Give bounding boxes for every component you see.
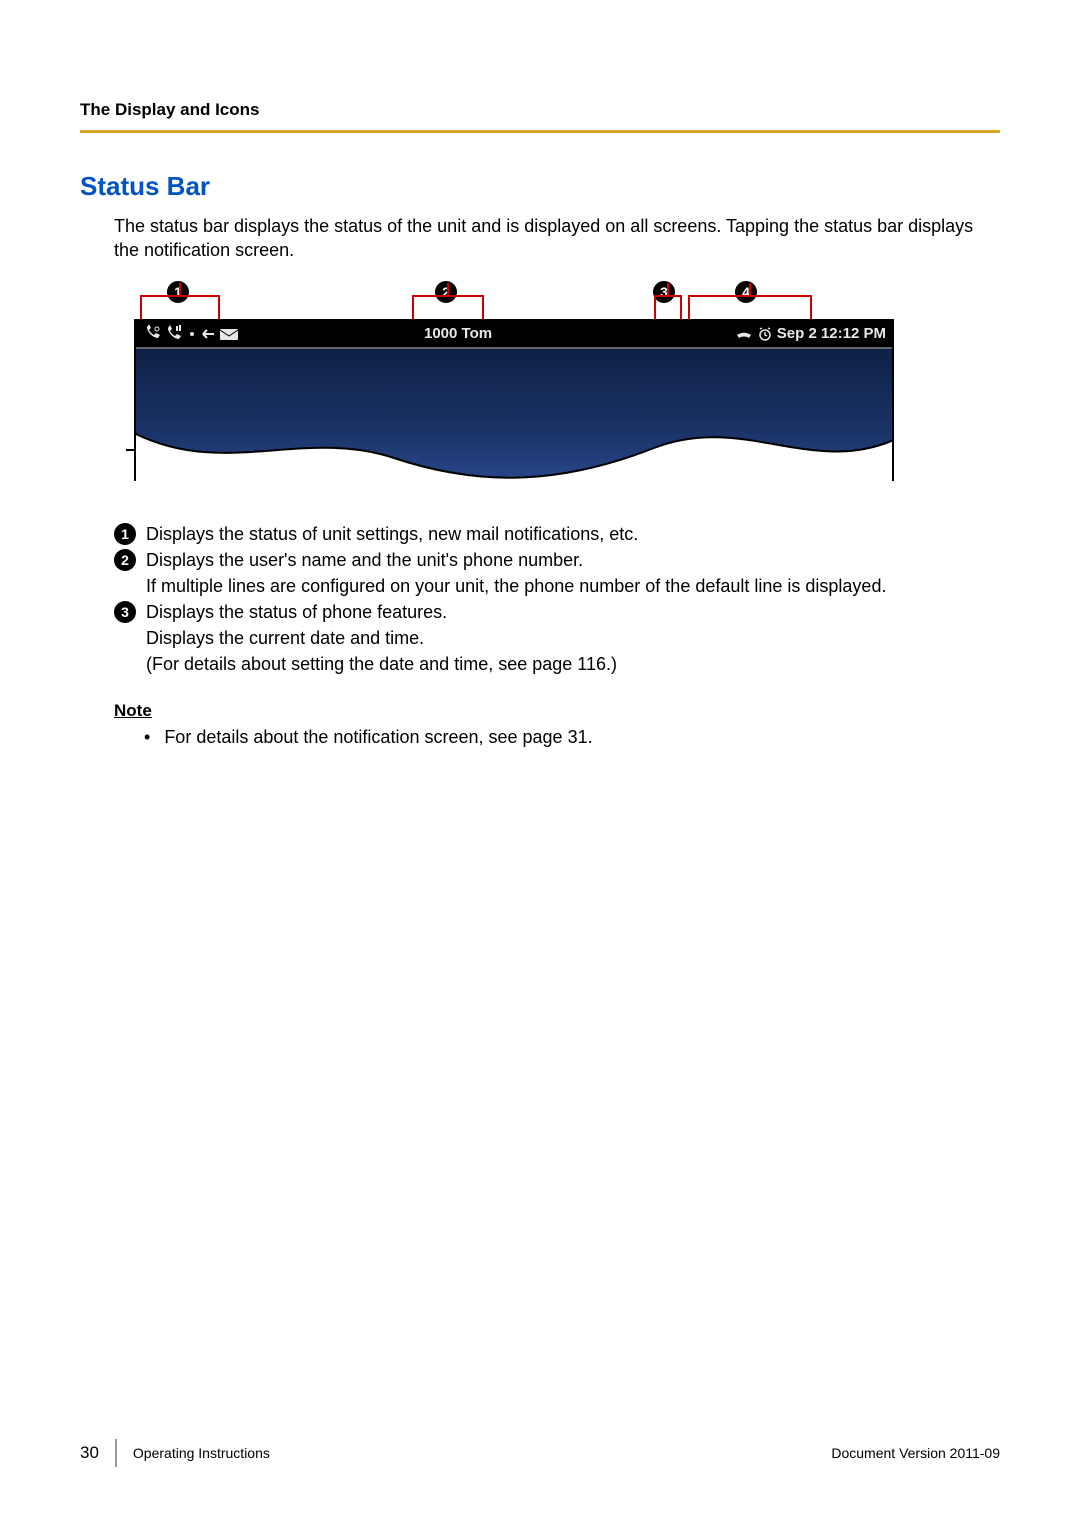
callout-bracket — [654, 295, 682, 319]
section-intro: The status bar displays the status of th… — [114, 214, 1000, 263]
description-marker: 3 — [114, 601, 136, 623]
phone-network-icon — [164, 325, 184, 343]
footer-left-text: Operating Instructions — [133, 1445, 270, 1461]
description-text: Displays the status of phone features.Di… — [146, 599, 1000, 677]
callout-bracket — [688, 295, 812, 319]
description-row: 1 Displays the status of unit settings, n… — [114, 521, 1000, 547]
description-text: Displays the user's name and the unit's … — [146, 547, 1000, 599]
header-rule — [80, 130, 1000, 133]
note-heading: Note — [114, 701, 1000, 721]
status-bar-center-text: 1000 Tom — [424, 325, 492, 342]
description-row: 2 Displays the user's name and the unit's… — [114, 547, 1000, 599]
page-number: 30 — [80, 1443, 99, 1463]
device-screen: 1000 Tom Sep 2 12:12 PM — [134, 319, 894, 481]
axis-tick — [126, 449, 136, 451]
description-marker: 2 — [114, 549, 136, 571]
torn-edge — [134, 433, 894, 481]
section-title: Status Bar — [80, 171, 1000, 202]
callout-descriptions: 1 Displays the status of unit settings, n… — [114, 521, 1000, 678]
note-text: For details about the notification scree… — [164, 727, 592, 748]
header-breadcrumb: The Display and Icons — [80, 100, 1000, 120]
page-footer: 30 Operating Instructions Document Versi… — [80, 1439, 1000, 1467]
note-bullet: • For details about the notification scr… — [144, 727, 1000, 748]
description-text: Displays the status of unit settings, ne… — [146, 521, 1000, 547]
page: The Display and Icons Status Bar The sta… — [0, 0, 1080, 1527]
status-bar-right: Sep 2 12:12 PM — [735, 325, 886, 342]
description-marker: 1 — [114, 523, 136, 545]
description-row: 3 Displays the status of phone features.D… — [114, 599, 1000, 677]
status-bar-figure: 1000 Tom Sep 2 12:12 PM 1234 — [134, 281, 894, 481]
arrow-left-icon — [200, 325, 216, 343]
dot-icon — [186, 325, 198, 343]
callout-bracket — [140, 295, 220, 319]
handset-icon — [735, 326, 753, 342]
footer-separator — [115, 1439, 117, 1467]
status-bar-datetime: Sep 2 12:12 PM — [777, 325, 886, 342]
footer-right-text: Document Version 2011-09 — [831, 1445, 1000, 1461]
mail-icon — [218, 325, 240, 343]
status-bar: 1000 Tom Sep 2 12:12 PM — [136, 321, 892, 347]
callout-bracket — [412, 295, 484, 319]
alarm-icon — [757, 326, 773, 342]
phone-settings-icon — [142, 325, 162, 343]
status-bar-left-icons — [142, 325, 240, 343]
bullet-dot: • — [144, 727, 150, 748]
status-bar-divider — [136, 347, 892, 349]
